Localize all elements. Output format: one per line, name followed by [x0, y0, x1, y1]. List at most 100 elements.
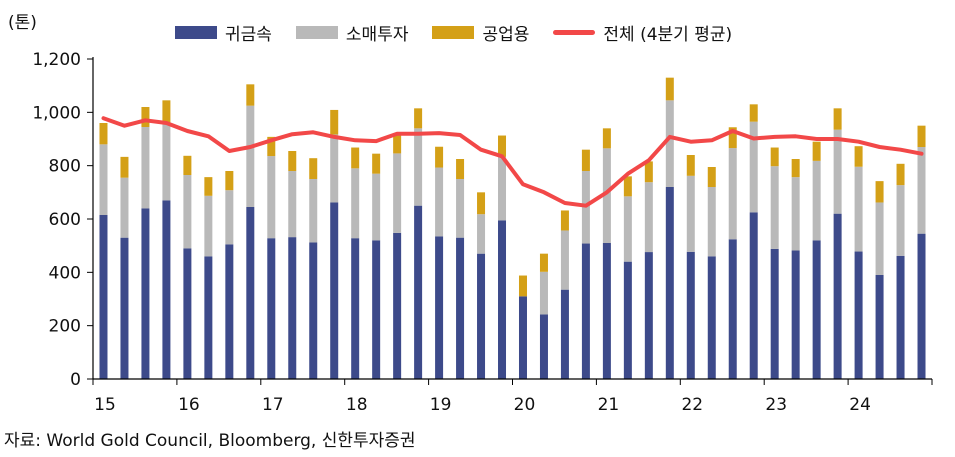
bar-segment-precious-metals — [267, 238, 276, 379]
legend-swatch-industrial — [432, 26, 475, 39]
bar-segment-retail-investment — [917, 147, 926, 234]
bar-segment-industrial — [351, 147, 360, 169]
bar-segment-retail-investment — [204, 195, 213, 257]
bar-segment-industrial — [518, 275, 527, 297]
bar-segment-industrial — [602, 128, 611, 149]
y-tick-label: 600 — [49, 210, 81, 230]
legend-label-industrial: 공업용 — [482, 25, 530, 45]
bar-segment-industrial — [372, 153, 381, 174]
bar-segment-industrial — [833, 108, 842, 130]
bar-segment-industrial — [393, 134, 402, 154]
bar-segment-industrial — [686, 155, 695, 176]
bar-segment-precious-metals — [99, 215, 108, 379]
bar-segment-industrial — [749, 104, 758, 122]
legend-label-total-average: 전체 (4분기 평균) — [603, 25, 733, 45]
bar-segment-precious-metals — [623, 261, 632, 379]
x-tick-label: 23 — [765, 395, 787, 415]
bar-segment-industrial — [728, 127, 737, 149]
bar-segment-precious-metals — [770, 248, 779, 379]
bar-segment-precious-metals — [477, 253, 486, 379]
bar-segment-industrial — [812, 141, 821, 161]
bar-segment-industrial — [309, 158, 318, 179]
bar-segment-retail-investment — [393, 153, 402, 233]
bar-segment-precious-metals — [560, 289, 569, 379]
bar-segment-precious-metals — [120, 237, 129, 379]
bar-segment-precious-metals — [393, 232, 402, 379]
bar-segment-retail-investment — [791, 177, 800, 251]
bar-segment-precious-metals — [644, 252, 653, 379]
bar-segment-retail-investment — [330, 134, 339, 203]
bar-segment-precious-metals — [288, 237, 297, 379]
bar-segment-industrial — [288, 151, 297, 171]
bar-segment-precious-metals — [791, 250, 800, 379]
bar-segment-industrial — [791, 159, 800, 178]
bar-segment-retail-investment — [498, 156, 507, 221]
legend-item-precious-metals: 귀금속 — [175, 20, 272, 45]
bar-segment-retail-investment — [246, 105, 255, 207]
bar-segment-precious-metals — [602, 243, 611, 379]
bar-segment-retail-investment — [644, 182, 653, 253]
bar-segment-retail-investment — [435, 167, 444, 237]
bar-segment-retail-investment — [770, 166, 779, 249]
bar-segment-retail-investment — [749, 121, 758, 213]
bar-segment-retail-investment — [99, 144, 108, 215]
bar-segment-industrial — [477, 192, 486, 215]
bar-segment-precious-metals — [518, 296, 527, 379]
bar-segment-industrial — [225, 171, 234, 191]
bar-segment-retail-investment — [602, 148, 611, 243]
legend-swatch-precious-metals — [175, 26, 217, 39]
bar-segment-precious-metals — [665, 187, 674, 379]
bar-segment-industrial — [917, 125, 926, 147]
bar-segment-retail-investment — [539, 271, 548, 315]
bar-segment-retail-investment — [875, 202, 884, 275]
x-tick-label: 24 — [849, 395, 871, 415]
bar-segment-retail-investment — [414, 128, 423, 206]
x-tick-label: 16 — [178, 395, 200, 415]
bar-segment-industrial — [560, 210, 569, 231]
bar-segment-precious-metals — [917, 233, 926, 379]
bar-segment-industrial — [414, 108, 423, 129]
legend-label-retail-investment: 소매투자 — [345, 25, 409, 45]
legend-item-industrial: 공업용 — [432, 20, 529, 45]
bar-segment-precious-metals — [456, 237, 465, 379]
bar-segment-precious-metals — [539, 314, 548, 379]
bar-segment-retail-investment — [728, 148, 737, 240]
bar-segment-industrial — [456, 159, 465, 179]
legend-swatch-retail-investment — [295, 26, 338, 39]
y-tick-label: 400 — [49, 263, 81, 283]
y-tick-label: 1,200 — [32, 50, 81, 70]
bar-segment-precious-metals — [581, 243, 590, 379]
bar-segment-industrial — [665, 77, 674, 101]
bar-segment-precious-metals — [707, 256, 716, 379]
bar-segment-precious-metals — [246, 207, 255, 379]
bar-segment-retail-investment — [225, 190, 234, 245]
bar-segment-precious-metals — [372, 240, 381, 379]
bar-segment-retail-investment — [183, 175, 192, 249]
bar-segment-precious-metals — [414, 205, 423, 379]
bar-segment-retail-investment — [267, 156, 276, 239]
bar-segment-retail-investment — [162, 123, 171, 201]
bar-segment-retail-investment — [686, 175, 695, 252]
x-tick-label: 18 — [346, 395, 368, 415]
bar-segment-industrial — [435, 146, 444, 168]
bar-segment-retail-investment — [623, 196, 632, 262]
bar-segment-industrial — [644, 161, 653, 183]
bar-segment-industrial — [498, 135, 507, 157]
bar-segment-retail-investment — [665, 100, 674, 187]
bar-segment-retail-investment — [477, 214, 486, 254]
bar-segment-industrial — [896, 163, 905, 186]
y-tick-label: 1,000 — [32, 103, 81, 123]
bar-segment-industrial — [330, 109, 339, 135]
y-tick-label: 0 — [70, 370, 81, 390]
x-tick-label: 20 — [514, 395, 536, 415]
bar-segment-industrial — [770, 147, 779, 167]
bar-segment-precious-metals — [141, 208, 150, 379]
bar-segment-precious-metals — [309, 242, 318, 379]
legend-label-precious-metals: 귀금속 — [225, 25, 272, 45]
y-axis-unit: (톤) — [8, 13, 37, 33]
bar-segment-retail-investment — [833, 129, 842, 214]
legend-item-retail-investment: 소매투자 — [295, 20, 409, 45]
bar-segment-industrial — [623, 176, 632, 197]
bar-segment-precious-metals — [435, 236, 444, 379]
bar-segment-precious-metals — [686, 251, 695, 379]
